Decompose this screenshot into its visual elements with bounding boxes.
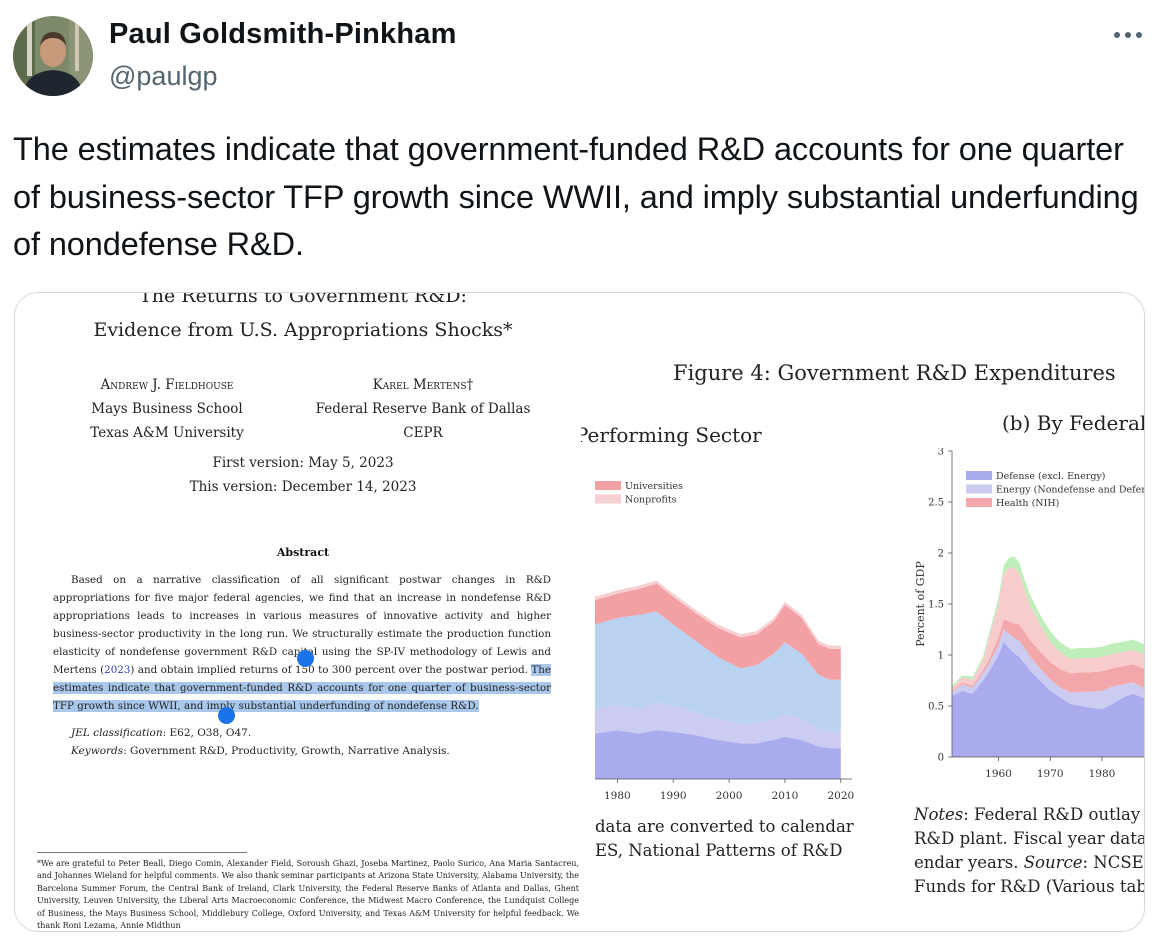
legend-label: Energy (Nondefense and Defense)	[996, 485, 1144, 496]
tweet-text: The estimates indicate that government-f…	[13, 131, 1139, 262]
abstract-body[interactable]: Based on a narrative classification of a…	[53, 571, 551, 715]
notes-right-line1: : Federal R&D outlay	[963, 805, 1141, 824]
author-name[interactable]: Paul Goldsmith-Pinkham	[109, 18, 457, 50]
chart-performing-sector: 1980 1990 2000 2010 2020 Universities Nonprofi…	[595, 481, 854, 801]
abstract-text-cont: ) and obtain implied returns of 150 to 3…	[130, 664, 532, 676]
figure-title: Figure 4: Government R&D Expenditures	[673, 361, 1116, 385]
jel-label: JEL classification	[71, 727, 163, 739]
x-tick-label: 2000	[716, 790, 743, 801]
y-axis-label: Percent of GDP	[914, 561, 927, 647]
paper-title-line2: Evidence from U.S. Appropriations Shocks…	[93, 319, 513, 341]
x-tick-label: 1970	[1037, 768, 1064, 780]
notes-label: Notes	[914, 805, 964, 824]
notes-right-line3b: : NCSE	[1082, 853, 1144, 872]
notes-left-line1: data are converted to calendar	[595, 817, 854, 836]
y-tick-label: 1.5	[928, 600, 944, 611]
avatar[interactable]	[13, 16, 93, 96]
jel-keywords: JEL classification: E62, O38, O47. Keywo…	[71, 724, 450, 760]
legend-label: Defense (excl. Energy)	[996, 471, 1105, 482]
x-tick-label: 2020	[827, 790, 854, 801]
keywords-label: Keywords	[71, 745, 124, 757]
area-series-3	[952, 567, 1144, 691]
notes-right-line4: Funds for R&D (Various tab	[914, 877, 1144, 896]
x-tick-label: 1980	[604, 790, 631, 801]
area-series-4	[952, 556, 1144, 688]
author-block-2: Karel Mertens† Federal Reserve Bank of D…	[293, 373, 553, 445]
notes-right-line2: R&D plant. Fiscal year data	[914, 829, 1144, 848]
area-series-0	[595, 730, 841, 779]
abstract-heading: Abstract	[276, 546, 330, 559]
footnote-rule	[37, 852, 247, 853]
author2-affil2: CEPR	[403, 425, 443, 441]
more-horizontal-icon[interactable]	[1108, 20, 1148, 50]
author1-affil2: Texas A&M University	[90, 425, 244, 441]
y-tick-label: 2.5	[928, 498, 944, 509]
area-series-2	[952, 619, 1144, 693]
legend-swatch	[595, 494, 621, 504]
first-version: First version: May 5, 2023	[212, 455, 394, 471]
jel-value: : E62, O38, O47.	[162, 727, 252, 739]
y-tick-label: 0	[938, 753, 944, 764]
author1-affil1: Mays Business School	[91, 401, 243, 417]
legend-swatch	[966, 471, 992, 480]
author2-name: Karel Mertens†	[372, 377, 474, 393]
notes-left-line2: ES, National Patterns of R&D	[595, 841, 843, 860]
author1-name: Andrew J. Fieldhouse	[100, 377, 234, 393]
legend-swatch	[966, 498, 992, 507]
legend-label: Universities	[625, 481, 683, 492]
area-series-3	[595, 583, 841, 680]
source-label: Source	[1023, 853, 1083, 872]
y-tick-label: 3	[938, 448, 944, 458]
figure-image[interactable]: Figure 4: Government R&D Expenditures Pe…	[581, 293, 1144, 931]
footnote: *We are grateful to Peter Beall, Diego C…	[37, 859, 579, 931]
y-tick-label: 1	[938, 651, 944, 662]
legend-swatch	[595, 481, 621, 490]
y-tick-label: 2	[938, 549, 944, 560]
area-series-0	[952, 641, 1144, 757]
area-series-1	[952, 629, 1144, 710]
keywords-value: : Government R&D, Productivity, Growth, …	[123, 745, 450, 757]
paper-title-line1: The Returns to Government R&D:	[139, 292, 467, 307]
abstract-text: Based on a narrative classification of a…	[53, 574, 551, 676]
panel-b-title: (b) By Federal	[1002, 411, 1144, 435]
selection-end-handle[interactable]	[218, 707, 235, 724]
author2-affil1: Federal Reserve Bank of Dallas	[315, 401, 531, 417]
chart-by-federal-agency: 1960 1970 1980 0 0.5 1 1.5 2 2.5 3 Percent of GDP D…	[914, 448, 1144, 780]
y-tick-label: 0.5	[928, 702, 944, 713]
profile-photo	[13, 16, 93, 96]
notes-right: Notes: Federal R&D outlay R&D plant. Fis…	[914, 803, 1144, 899]
x-tick-label: 1960	[985, 768, 1012, 780]
panel-a-title: Performing Sector	[581, 423, 762, 447]
x-tick-label: 1990	[660, 790, 687, 801]
legend-label: Nonprofits	[625, 495, 677, 506]
legend-label: Health (NIH)	[996, 498, 1059, 509]
notes-right-line3a: endar years.	[914, 853, 1024, 872]
this-version: This version: December 14, 2023	[189, 479, 417, 495]
legend-swatch	[966, 484, 992, 494]
paper-page-image[interactable]: The Returns to Government R&D: Evidence …	[15, 293, 581, 931]
x-tick-label: 2010	[772, 790, 799, 801]
area-series-1	[595, 702, 841, 749]
notes-left: data are converted to calendar ES, Natio…	[595, 815, 854, 863]
citation-link[interactable]: 2023	[104, 664, 131, 676]
area-series-2	[595, 611, 841, 732]
author-handle[interactable]: @paulgp	[109, 61, 218, 91]
author-block-1: Andrew J. Fieldhouse Mays Business Schoo…	[37, 373, 297, 445]
x-tick-label: 1980	[1089, 768, 1116, 780]
selection-start-handle[interactable]	[297, 650, 314, 667]
media-card[interactable]: The Returns to Government R&D: Evidence …	[14, 292, 1145, 932]
